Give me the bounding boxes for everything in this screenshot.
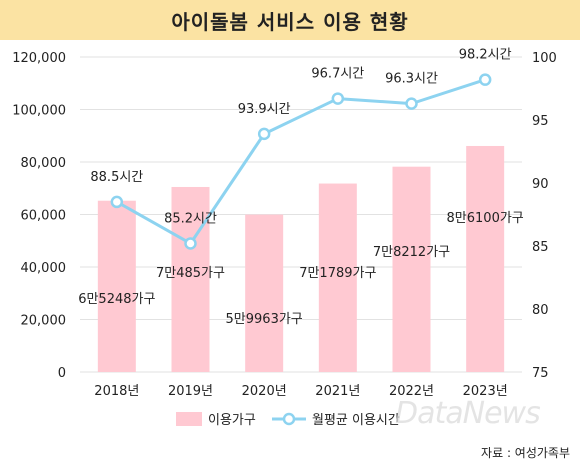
- y-left-tick-label: 20,000: [21, 314, 67, 329]
- line-point: [405, 97, 418, 110]
- line-point: [478, 73, 492, 86]
- line-point: [184, 237, 197, 250]
- y-right-tick-label: 90: [532, 177, 549, 192]
- y-left-tick-label: 40,000: [21, 261, 67, 276]
- y-left-tick-label: 80,000: [21, 156, 67, 171]
- x-tick-label: 2022년: [389, 384, 434, 399]
- y-left-tick-label: 60,000: [21, 209, 67, 224]
- y-right-tick-label: 95: [532, 114, 549, 129]
- bar: [318, 183, 357, 372]
- chart-title: 아이돌봄 서비스 이용 현황: [171, 9, 409, 34]
- bar-data-label: 7만485가구: [156, 266, 225, 281]
- legend-swatch-marker: [282, 412, 296, 426]
- legend-swatch-bar: [176, 412, 202, 426]
- line-series-path: [116, 78, 486, 245]
- line-data-label: 88.5시간: [90, 170, 143, 185]
- bar: [466, 145, 505, 372]
- bar: [97, 200, 136, 372]
- bar: [171, 186, 210, 372]
- bar-data-label: 6만5248가구: [78, 292, 155, 307]
- title-banner: 아이돌봄 서비스 이용 현황: [0, 0, 580, 40]
- y-right-tick-label: 85: [532, 240, 549, 255]
- x-tick-label: 2023년: [463, 384, 508, 399]
- bar: [392, 166, 431, 372]
- legend-label-line: 월평균 이용시간: [312, 413, 400, 428]
- line-point: [110, 195, 124, 209]
- source-note: 자료 : 여성가족부: [481, 446, 570, 460]
- x-tick-label: 2018년: [94, 384, 139, 399]
- line-point: [331, 92, 345, 105]
- y-left-tick-label: 100,000: [12, 104, 66, 119]
- y-right-tick-label: 100: [532, 51, 557, 66]
- y-left-tick-label: 0: [58, 366, 66, 381]
- x-tick-label: 2019년: [168, 384, 213, 399]
- bar-data-label: 5만9963가구: [226, 312, 303, 327]
- line-data-label: 85.2시간: [164, 211, 217, 226]
- y-right-tick-label: 80: [532, 303, 549, 318]
- line-data-label: 96.7시간: [311, 67, 364, 82]
- y-left-tick-label: 120,000: [12, 51, 66, 66]
- y-right-tick-label: 75: [532, 366, 549, 381]
- line-point: [257, 127, 271, 141]
- bar-data-label: 8만6100가구: [447, 211, 524, 226]
- bar: [245, 214, 284, 372]
- bar-data-label: 7만8212가구: [373, 245, 450, 260]
- line-data-label: 96.3시간: [385, 72, 438, 87]
- legend-label-bar: 이용가구: [208, 413, 256, 428]
- watermark-logo: DataNews: [395, 396, 541, 431]
- line-data-label: 93.9시간: [238, 102, 291, 117]
- x-tick-label: 2020년: [242, 384, 287, 399]
- bar-data-label: 7만1789가구: [299, 266, 376, 281]
- line-data-label: 98.2시간: [459, 48, 512, 63]
- x-tick-label: 2021년: [315, 384, 360, 399]
